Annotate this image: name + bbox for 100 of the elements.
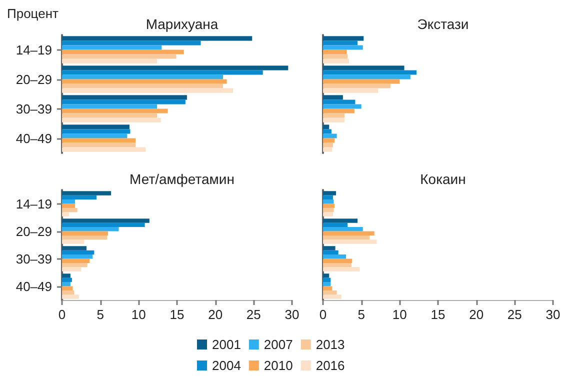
bar xyxy=(323,208,334,212)
bar xyxy=(323,124,330,130)
bar xyxy=(62,40,201,46)
y-tick-label: 30–39 xyxy=(16,251,52,266)
y-tick-label: 20–29 xyxy=(16,224,52,239)
bar xyxy=(323,250,338,255)
bar xyxy=(323,195,333,200)
y-tick-label: 40–49 xyxy=(16,278,52,294)
bar xyxy=(62,240,84,244)
bar xyxy=(323,286,332,290)
bar xyxy=(62,54,176,59)
bar xyxy=(62,70,263,75)
x-tick-label: 20 xyxy=(469,307,484,322)
x-tick-label: 20 xyxy=(208,307,223,322)
x-tick-label: 10 xyxy=(131,307,146,322)
x-tick-label: 25 xyxy=(246,307,261,322)
bar xyxy=(62,84,223,88)
x-tick-label: 30 xyxy=(284,307,300,322)
bar xyxy=(62,274,70,278)
bar xyxy=(323,88,378,93)
bar xyxy=(323,54,348,59)
legend-label: 2007 xyxy=(264,337,293,352)
bar xyxy=(62,124,130,130)
bar xyxy=(62,294,79,299)
bar xyxy=(323,50,347,54)
x-tick-label: 25 xyxy=(507,307,522,322)
bar xyxy=(323,108,354,114)
bar xyxy=(323,218,358,223)
bar xyxy=(323,95,343,100)
bar xyxy=(62,246,87,250)
legend-label: 2010 xyxy=(264,358,293,373)
bar xyxy=(62,118,161,122)
bar xyxy=(323,138,334,143)
bar xyxy=(323,262,352,268)
bar xyxy=(62,208,78,212)
bar xyxy=(323,129,332,134)
bar xyxy=(323,79,400,84)
bar xyxy=(323,118,344,122)
bar xyxy=(323,246,336,250)
bar xyxy=(323,84,390,88)
bar xyxy=(62,100,186,104)
bar xyxy=(62,218,150,223)
bar xyxy=(62,290,74,295)
bar xyxy=(323,278,331,282)
bar xyxy=(323,58,350,64)
x-tick-label: 5 xyxy=(358,307,365,322)
bar xyxy=(323,235,370,240)
bar xyxy=(323,254,346,259)
bar xyxy=(62,147,146,152)
bar xyxy=(62,79,227,84)
chart-title: Мет/амфетамин xyxy=(130,171,234,187)
bar xyxy=(62,88,233,93)
bar xyxy=(62,95,187,100)
chart-title: Марихуана xyxy=(146,16,218,32)
bar xyxy=(323,222,348,228)
x-tick-label: 15 xyxy=(170,307,184,322)
bar xyxy=(62,104,158,109)
bar xyxy=(62,278,72,282)
bar xyxy=(62,227,119,232)
bar xyxy=(323,104,362,109)
bar xyxy=(62,258,90,263)
bar xyxy=(62,74,223,80)
y-tick-label: 14–19 xyxy=(16,196,52,212)
x-tick-label: 10 xyxy=(392,307,407,322)
legend-label: 2013 xyxy=(316,337,345,352)
legend-label: 2001 xyxy=(212,337,241,352)
bar xyxy=(323,204,334,208)
y-tick-label: 30–39 xyxy=(16,101,52,116)
bar xyxy=(62,212,69,216)
bar xyxy=(323,147,332,152)
bar xyxy=(62,66,288,70)
bar xyxy=(62,267,82,272)
bar xyxy=(62,142,136,148)
bar xyxy=(62,50,184,54)
bar xyxy=(62,231,108,236)
x-tick-label: 0 xyxy=(58,307,66,322)
bar xyxy=(62,36,252,41)
bar xyxy=(62,282,70,286)
bar xyxy=(62,262,88,268)
bar xyxy=(62,129,130,134)
bar xyxy=(323,45,363,50)
bar xyxy=(62,58,158,64)
bar xyxy=(62,250,94,255)
bar xyxy=(323,240,377,244)
x-tick-label: 30 xyxy=(546,307,560,322)
bar xyxy=(62,113,158,118)
x-tick-label: 15 xyxy=(430,307,446,322)
bar xyxy=(62,222,145,228)
bar xyxy=(323,267,360,272)
legend-label: 2016 xyxy=(316,358,345,373)
bar xyxy=(323,36,364,41)
y-tick-label: 20–29 xyxy=(16,72,52,87)
bar xyxy=(62,235,108,240)
bar xyxy=(323,227,363,232)
bar xyxy=(62,254,93,259)
x-tick-label: 0 xyxy=(319,307,327,322)
y-tick-label: 14–19 xyxy=(16,42,52,58)
bar xyxy=(323,113,344,118)
bar xyxy=(323,258,352,263)
bar xyxy=(323,200,334,204)
